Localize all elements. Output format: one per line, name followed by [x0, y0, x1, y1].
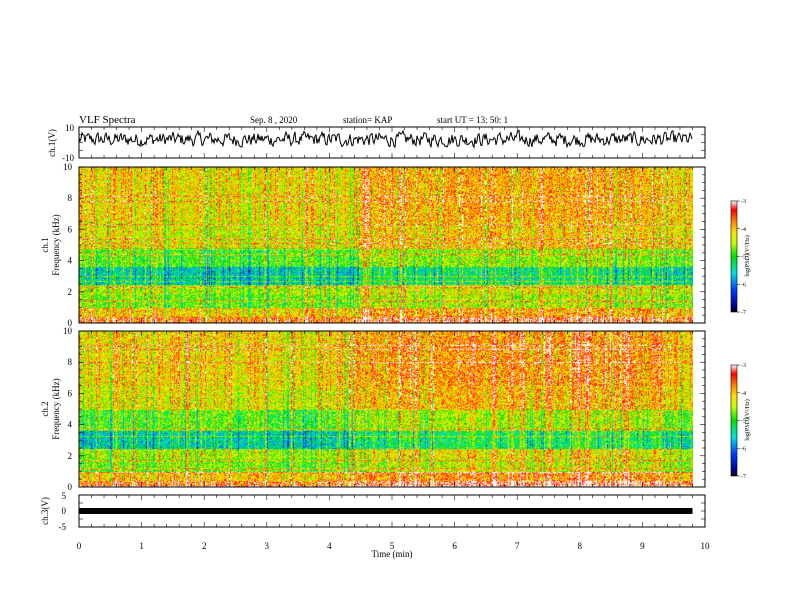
- ch1-spectrogram-heatmap: [79, 167, 693, 323]
- ch2-colorbar-gradient: [731, 365, 737, 476]
- ch3-ytick-middle: 0: [62, 506, 67, 516]
- ch2-spectrogram-ticks: [78, 330, 706, 488]
- colorbar-tick-label: -5: [741, 255, 746, 261]
- ch3-waveform-panel: 5 0 -5 ch.3(V): [40, 491, 706, 532]
- x-tick-label: 7: [515, 541, 520, 551]
- ch1-spectrogram-channel-label: ch.1: [40, 237, 50, 252]
- ch2-spectrogram-panel: 0 2 4 6 8 10 ch.2 Frequency (kHz): [40, 326, 706, 492]
- x-tick-label: 10: [701, 541, 711, 551]
- ch1-spectrogram-ticks: [78, 166, 706, 324]
- x-tick-label: 6: [452, 541, 457, 551]
- colorbar-tick-label: -4: [741, 227, 746, 233]
- ch1-waveform-panel: 10 -10 ch.1(V): [47, 123, 706, 163]
- x-tick-label: 8: [578, 541, 583, 551]
- ch1-spectrogram-ylabel: Frequency (kHz): [51, 214, 61, 275]
- y-tick-label: 2: [68, 287, 73, 297]
- start-time-label: start UT = 13: 50: 1: [437, 115, 508, 125]
- ch2-spectrogram-channel-label: ch.2: [40, 401, 50, 416]
- ch1-colorbar-label: log(PSD)(V²/Hz): [744, 235, 751, 276]
- ch1-colorbar: -3 -4 -5 -6 -7 log(PSD)(V²/Hz): [730, 199, 751, 316]
- x-tick-label: 1: [139, 541, 144, 551]
- colorbar-tick-label: -6: [741, 446, 746, 452]
- colorbar-tick-label: -4: [741, 391, 746, 397]
- x-tick-label: 4: [327, 541, 332, 551]
- y-tick-label: 4: [68, 420, 73, 430]
- x-tick-label: 5: [390, 541, 395, 551]
- ch3-ytick-top: 5: [62, 491, 67, 501]
- station-label: station= KAP: [343, 115, 392, 125]
- y-tick-label: 6: [68, 388, 73, 398]
- x-tick-label: 3: [265, 541, 270, 551]
- colorbar-tick-label: -5: [741, 419, 746, 425]
- ch1-ticks: [78, 126, 706, 159]
- colorbar-tick-label: -7: [741, 310, 746, 316]
- y-tick-label: 10: [63, 162, 73, 172]
- ch2-spectrogram-heatmap: [79, 331, 693, 487]
- y-tick-label: 8: [68, 357, 73, 367]
- ch1-colorbar-gradient: [731, 201, 737, 312]
- y-tick-label: 8: [68, 193, 73, 203]
- y-tick-label: 4: [68, 256, 73, 266]
- ch2-spectrogram-ylabel: Frequency (kHz): [51, 378, 61, 439]
- ch1-waveform-line: [78, 129, 693, 149]
- ch1-ylabel: ch.1(V): [47, 129, 57, 157]
- colorbar-tick-label: -3: [741, 363, 746, 369]
- ch1-colorbar-ticks: -3 -4 -5 -6 -7: [737, 199, 746, 316]
- ch2-colorbar-ticks: -3 -4 -5 -6 -7: [737, 363, 746, 480]
- ch1-spectrogram-panel: 0 2 4 6 8 10 ch.1 Frequency (kHz): [40, 162, 706, 328]
- y-tick-label: 10: [63, 326, 73, 336]
- ch2-colorbar-label: log(PSD)(V²/Hz): [744, 399, 751, 440]
- x-tick-label: 0: [77, 541, 82, 551]
- ch1-ytick-bottom: -10: [62, 153, 74, 163]
- ch3-ticks: [78, 494, 706, 528]
- ch1-spectrogram-yticklabels: 0 2 4 6 8 10: [63, 162, 73, 328]
- x-tick-label: 2: [202, 541, 207, 551]
- date-label: Sep. 8 , 2020: [250, 115, 298, 125]
- x-tick-label: 9: [640, 541, 645, 551]
- colorbar-tick-label: -3: [741, 199, 746, 205]
- ch3-waveform-line: [79, 508, 693, 514]
- x-tick-labels: 0 1 2 3 4 5 6 7 8 9 10: [77, 541, 710, 551]
- ch1-ytick-top: 10: [65, 123, 75, 133]
- y-tick-label: 6: [68, 224, 73, 234]
- ch3-ytick-bottom: -5: [59, 522, 67, 532]
- colorbar-tick-label: -7: [741, 474, 746, 480]
- x-axis-label: Time (min): [372, 549, 413, 559]
- y-tick-label: 0: [68, 318, 73, 328]
- ch2-spectrogram-yticklabels: 0 2 4 6 8 10: [63, 326, 73, 492]
- ch2-colorbar: -3 -4 -5 -6 -7 log(PSD)(V²/Hz): [730, 363, 751, 480]
- y-tick-label: 2: [68, 451, 73, 461]
- figure-title: VLF Spectra: [79, 114, 136, 126]
- colorbar-tick-label: -6: [741, 282, 746, 288]
- ch3-ylabel: ch.3(V): [40, 497, 50, 525]
- y-tick-label: 0: [68, 482, 73, 492]
